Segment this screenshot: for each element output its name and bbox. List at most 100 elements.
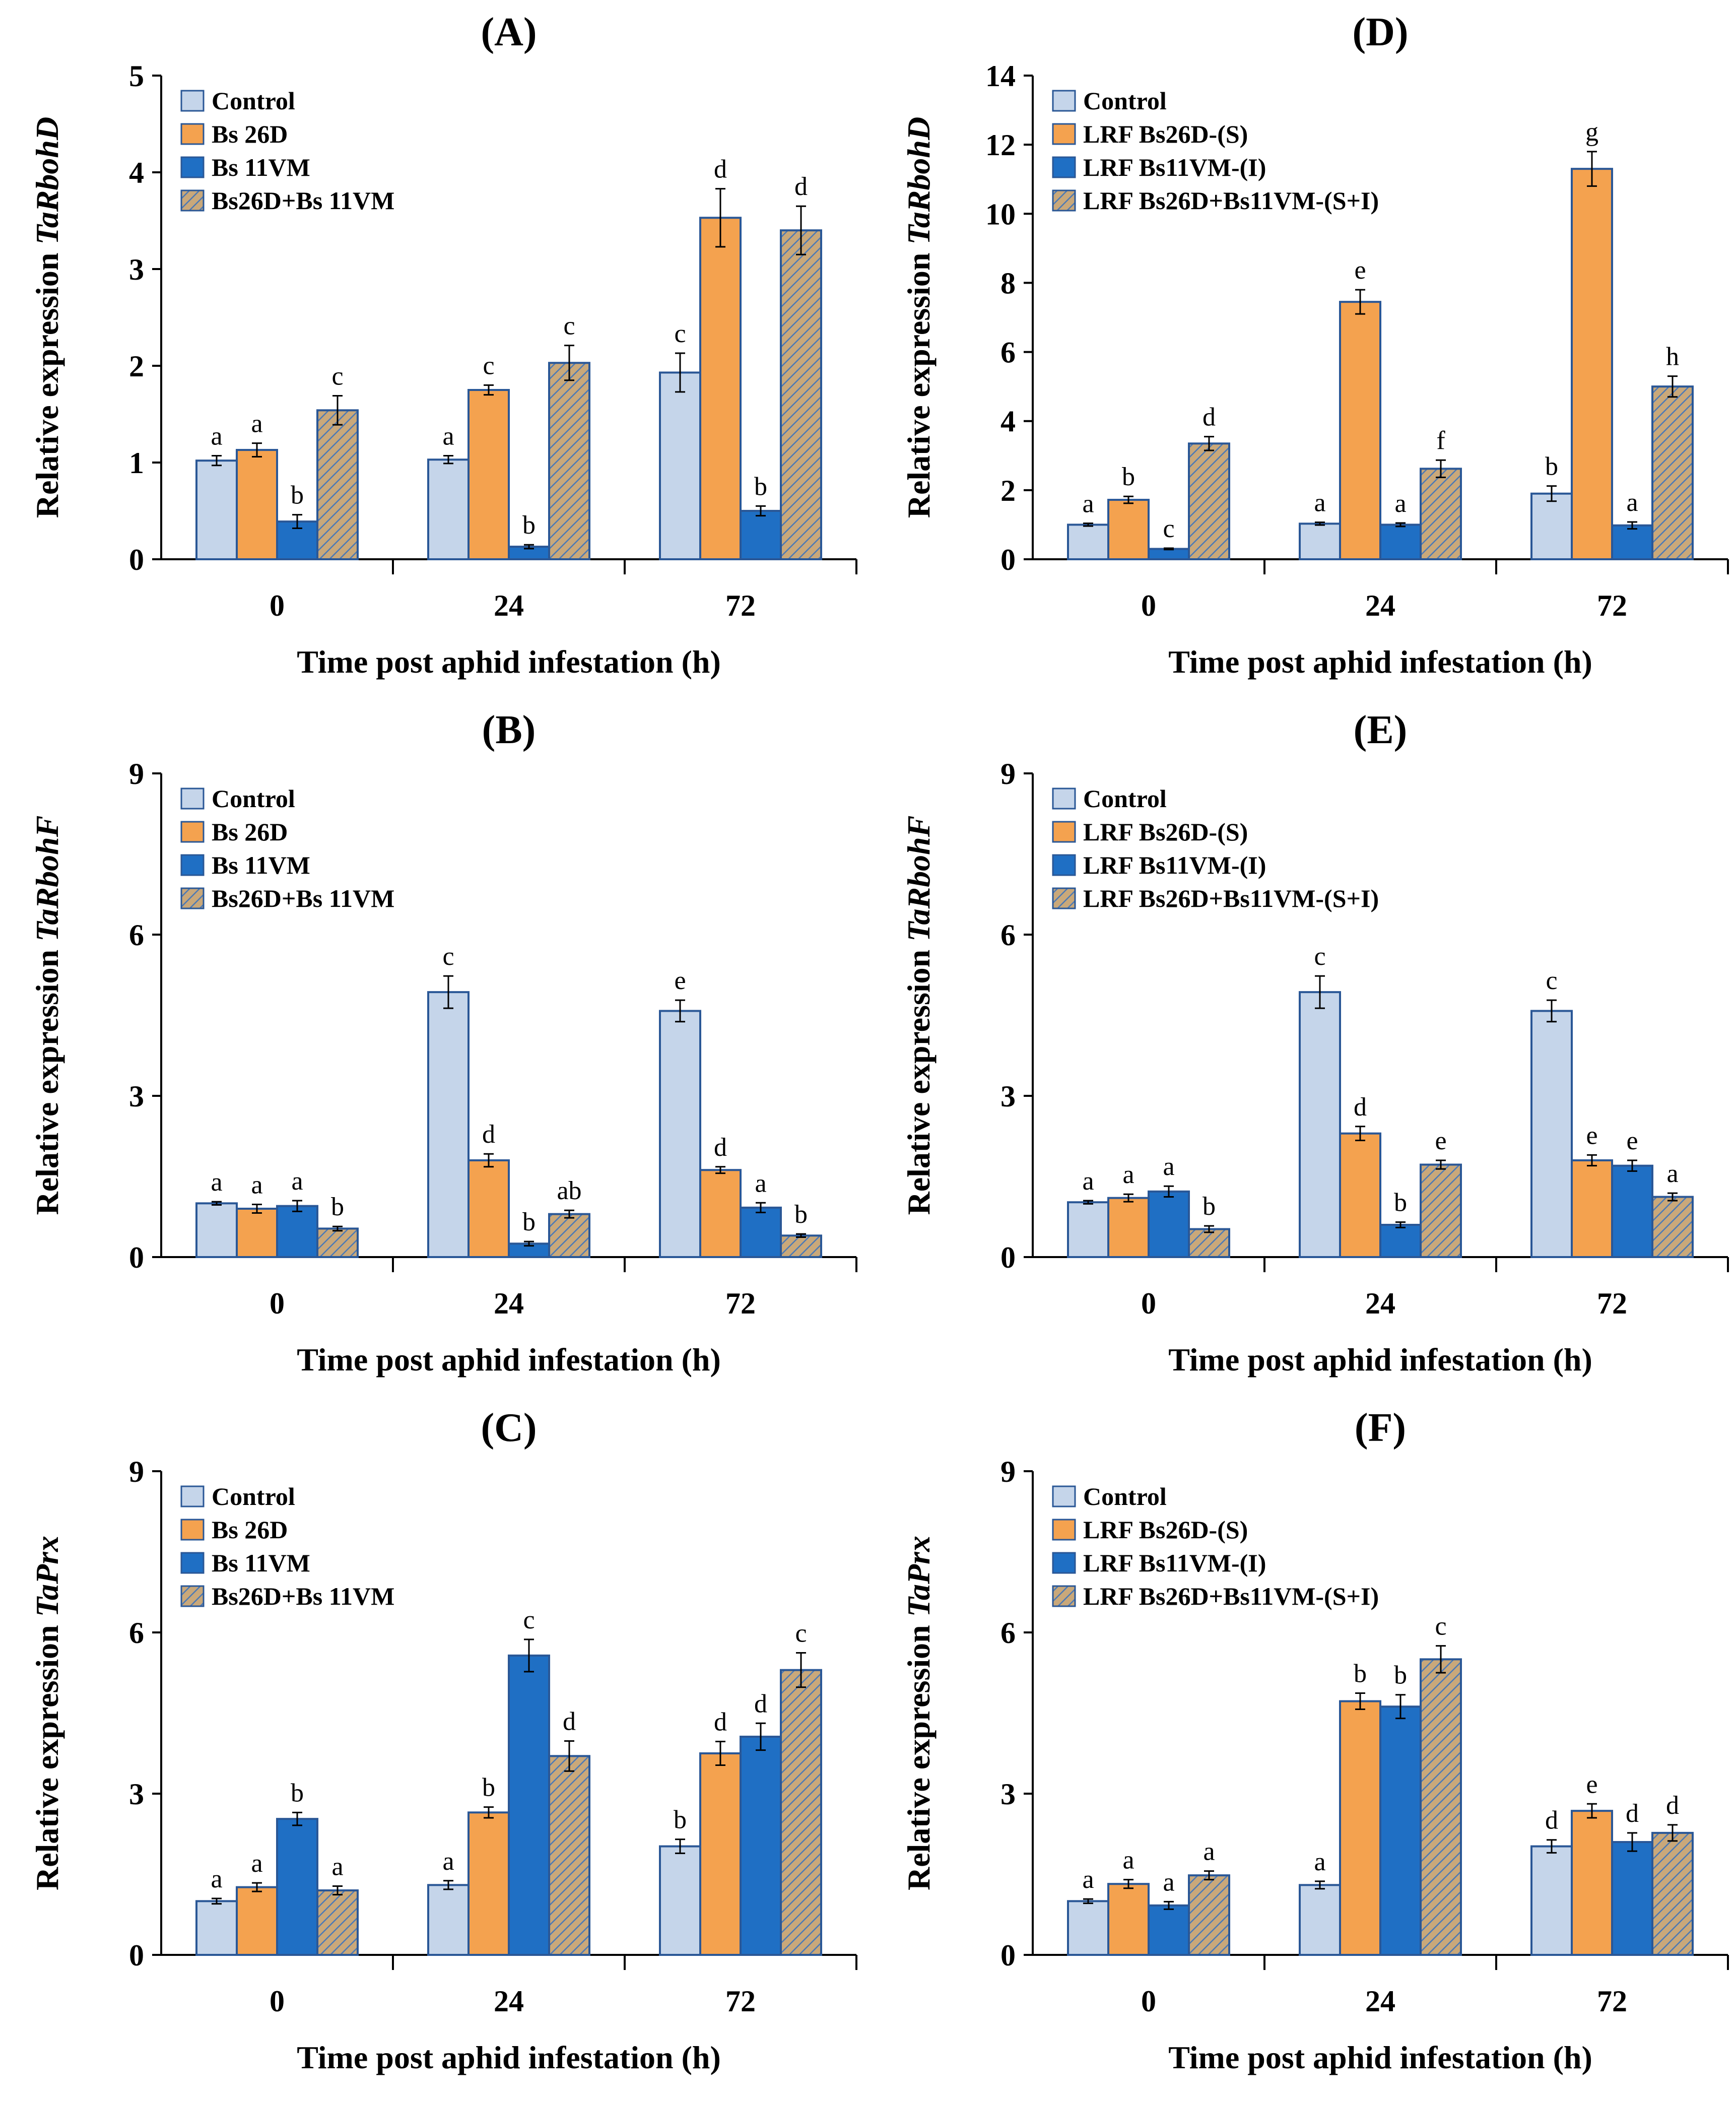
y-tick-label: 12 — [985, 128, 1016, 162]
y-axis-label-prefix: Relative expression — [29, 942, 65, 1215]
significance-label: a — [1082, 1167, 1094, 1196]
x-tick-label: 72 — [1597, 1985, 1627, 2018]
significance-label: b — [1354, 1660, 1367, 1688]
legend-label: Control — [212, 87, 295, 115]
legend-swatch-2 — [1052, 123, 1076, 145]
x-tick-label: 0 — [1141, 1287, 1156, 1320]
bar-3-24 — [508, 1654, 550, 1956]
y-axis-label: Relative expression TaRbohD — [901, 117, 937, 518]
y-tick-label: 6 — [1000, 336, 1016, 369]
significance-label: h — [1666, 343, 1679, 371]
y-tick-label: 1 — [129, 446, 144, 480]
y-tick-label: 0 — [129, 1939, 144, 1972]
y-tick-label: 6 — [1000, 1616, 1016, 1650]
panel-title: (B) — [482, 708, 536, 752]
y-tick-label: 9 — [1000, 757, 1016, 791]
bar-4-24 — [1420, 468, 1462, 560]
significance-label: d — [1666, 1791, 1679, 1820]
y-tick-label: 3 — [129, 253, 144, 286]
bar-1-0 — [1067, 1201, 1109, 1258]
significance-label: b — [482, 1774, 495, 1802]
significance-label: c — [1314, 942, 1325, 971]
bar-1-24 — [1299, 522, 1341, 561]
significance-label: a — [1394, 489, 1406, 518]
y-tick-label: 2 — [1000, 474, 1016, 507]
significance-label: g — [1585, 118, 1598, 147]
significance-label: c — [1163, 514, 1174, 543]
legend-label: Control — [1083, 784, 1167, 813]
significance-label: a — [442, 1847, 454, 1876]
bar-1-0 — [195, 1900, 238, 1956]
legend-swatch-1 — [1052, 787, 1076, 810]
significance-label: e — [674, 966, 686, 995]
significance-label: a — [251, 1170, 262, 1199]
y-tick-label: 2 — [129, 350, 144, 383]
bar-4-72 — [1651, 1831, 1694, 1956]
significance-label: b — [1545, 452, 1558, 481]
bar-1-72 — [659, 1845, 701, 1956]
legend-swatch-2 — [180, 1519, 205, 1541]
y-tick-label: 14 — [985, 59, 1016, 93]
x-tick-label: 72 — [725, 1985, 756, 2018]
legend-swatch-3 — [180, 156, 205, 178]
significance-label: a — [1122, 1846, 1134, 1875]
legend-label: Bs 26D — [212, 120, 288, 148]
bar-1-0 — [195, 1202, 238, 1258]
bar-4-24 — [1420, 1658, 1462, 1956]
significance-label: e — [1586, 1770, 1597, 1799]
bar-2-24 — [1339, 1700, 1381, 1956]
bar-2-24 — [468, 1811, 510, 1956]
bar-4-72 — [780, 1669, 822, 1956]
significance-label: a — [1314, 1848, 1325, 1876]
legend-swatch-3 — [1052, 1552, 1076, 1574]
bar-2-24 — [468, 1159, 510, 1258]
bar-4-0 — [1188, 442, 1230, 560]
y-tick-label: 0 — [1000, 1939, 1016, 1972]
significance-label: c — [331, 362, 343, 391]
legend-swatch-2 — [180, 123, 205, 145]
bar-3-72 — [1611, 1841, 1653, 1956]
bar-4-0 — [1188, 1228, 1230, 1259]
y-tick-label: 5 — [129, 59, 144, 93]
significance-label: d — [482, 1120, 495, 1149]
bar-4-0 — [1188, 1874, 1230, 1956]
y-axis-label: Relative expression TaRbohF — [29, 816, 65, 1215]
bar-4-72 — [1651, 385, 1694, 561]
significance-label: a — [291, 1167, 303, 1196]
bar-4-0 — [316, 409, 359, 560]
y-axis-label-prefix: Relative expression — [901, 244, 937, 518]
y-tick-label: 0 — [129, 543, 144, 576]
x-axis-label: Time post aphid infestation (h) — [1168, 644, 1592, 680]
bar-3-72 — [740, 1206, 782, 1259]
bar-2-72 — [1571, 1159, 1613, 1258]
y-tick-label: 0 — [129, 1241, 144, 1274]
significance-label: b — [674, 1806, 687, 1834]
y-tick-label: 6 — [1000, 918, 1016, 952]
y-tick-label: 3 — [129, 1080, 144, 1113]
y-tick-label: 6 — [129, 1616, 144, 1650]
legend-label: Control — [1083, 1482, 1167, 1511]
bar-2-72 — [699, 1752, 742, 1956]
bar-2-72 — [1571, 168, 1613, 560]
legend-label: LRF Bs11VM-(I) — [1083, 851, 1266, 879]
y-tick-label: 3 — [1000, 1080, 1016, 1113]
legend-label: LRF Bs26D-(S) — [1083, 818, 1248, 846]
x-tick-label: 0 — [1141, 589, 1156, 622]
significance-label: c — [1546, 966, 1557, 995]
significance-label: a — [755, 1169, 766, 1198]
significance-label: c — [674, 319, 686, 348]
y-axis-label: Relative expression TaPrx — [901, 1536, 937, 1890]
legend-label: LRF Bs26D-(S) — [1083, 1516, 1248, 1544]
y-axis-label-gene: TaRbohF — [29, 816, 65, 942]
bar-1-24 — [427, 991, 470, 1258]
legend-label: LRF Bs26D+Bs11VM-(S+I) — [1083, 186, 1379, 215]
y-axis-label-gene: TaRbohD — [901, 117, 937, 245]
bar-4-24 — [1420, 1163, 1462, 1259]
bar-3-0 — [276, 1205, 318, 1259]
bar-3-0 — [1148, 1190, 1190, 1259]
legend-swatch-1 — [1052, 1485, 1076, 1507]
legend: Control Bs 26D Bs 11VM Bs26D+Bs 11VM — [180, 1482, 394, 1610]
